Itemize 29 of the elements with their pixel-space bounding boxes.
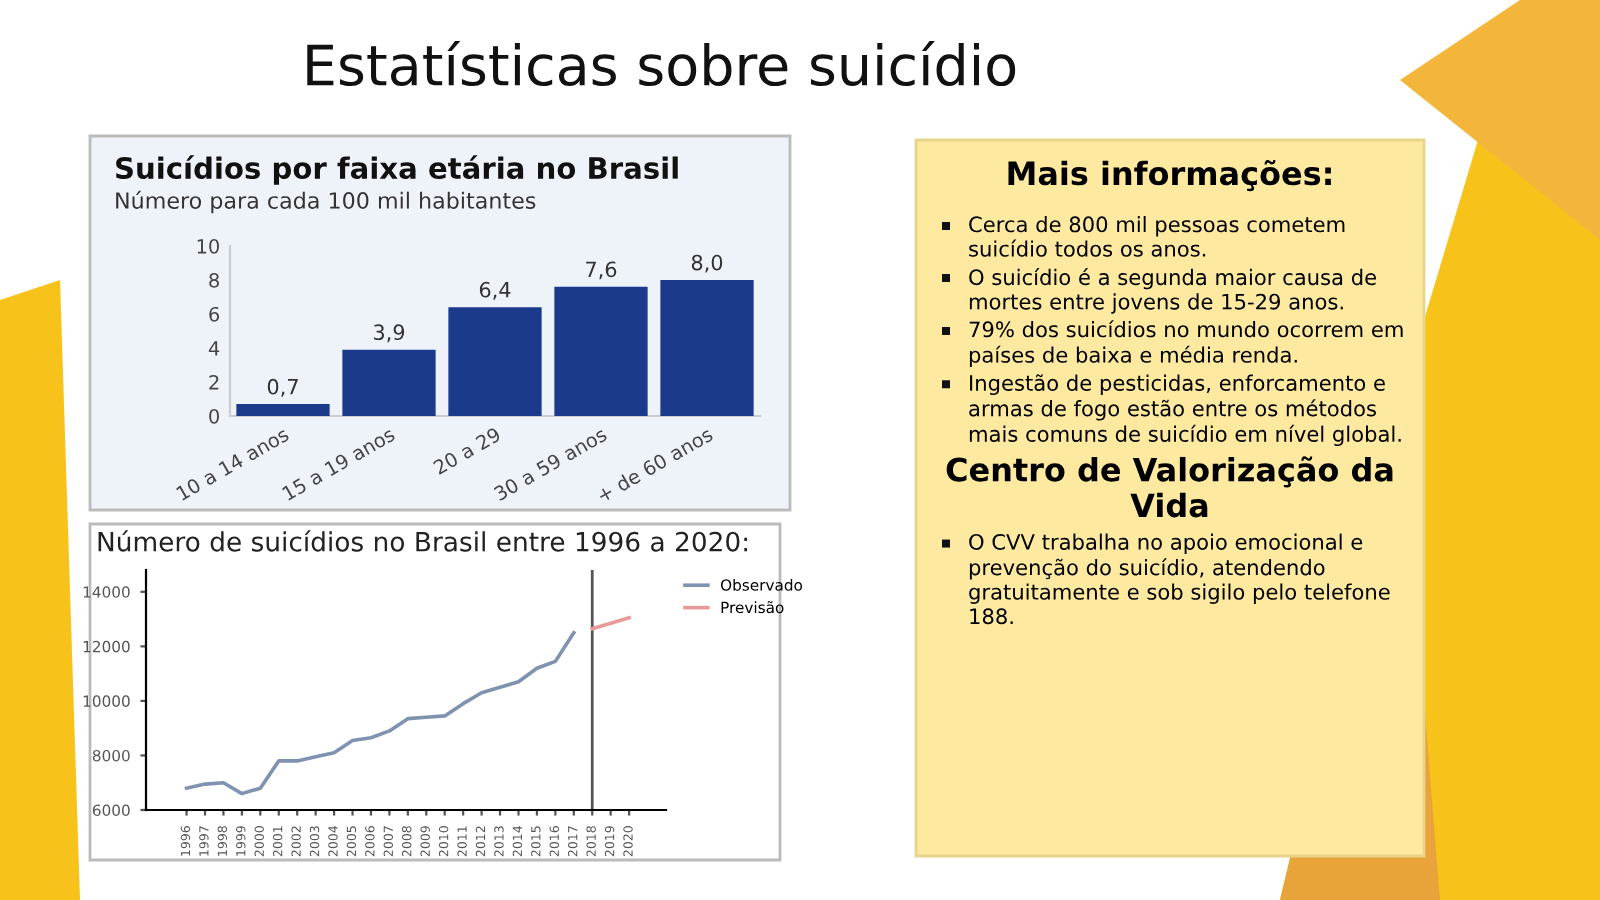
text: Cerca de 800 mil pessoas cometem suicídio todos os anos. [969, 216, 1345, 257]
x-tick-label: 20 a 29 [432, 426, 502, 475]
data-label: 8,0 [691, 254, 723, 273]
y-tick-label: 0 [209, 408, 219, 424]
y-tick-label: 10 [197, 238, 219, 254]
line-series [184, 630, 576, 796]
text: Ingestão de pesticidas, enforcamento e armas de fogo estão entre os métodos mais comuns de suicídio em nível global. [969, 374, 1401, 447]
y-tick-label: 6 [209, 306, 220, 322]
text: Estatísticas sobre suicídio [307, 40, 1016, 87]
bar [448, 307, 542, 416]
data-label: 7,6 [586, 261, 617, 280]
bar [236, 404, 330, 416]
chart-title: Número de suicídios no Brasil entre 1996 a 2020: [98, 530, 748, 552]
text: O CVV trabalha no apoio emocional e prevenção do suicídio, atendendo gratuitamente e sob sigilo pelo telefone 188. [969, 533, 1390, 625]
text: Mais informações: [1008, 160, 1331, 192]
y-tick-label: 4 [208, 341, 220, 356]
bar [660, 280, 754, 416]
text: 79% dos suicídios no mundo ocorrem em países de baixa e média renda. [969, 320, 1403, 367]
data-label: 3,9 [374, 324, 405, 343]
chart-subtitle: Número para cada 100 mil habitantes [116, 190, 536, 214]
data-label: 6,4 [479, 281, 511, 300]
text: O suicídio é a segunda maior causa de mortes entre jovens de 15-29 anos. [969, 268, 1376, 314]
data-label: 0,7 [267, 378, 298, 397]
bar [554, 286, 648, 416]
chart-title: Suicídios por faixa etária no Brasil [116, 155, 678, 185]
y-tick-label: 8 [209, 272, 219, 288]
bar [342, 349, 436, 416]
text: Centro de Valorização da Vida [946, 456, 1393, 518]
y-tick-label: 2 [209, 374, 219, 390]
